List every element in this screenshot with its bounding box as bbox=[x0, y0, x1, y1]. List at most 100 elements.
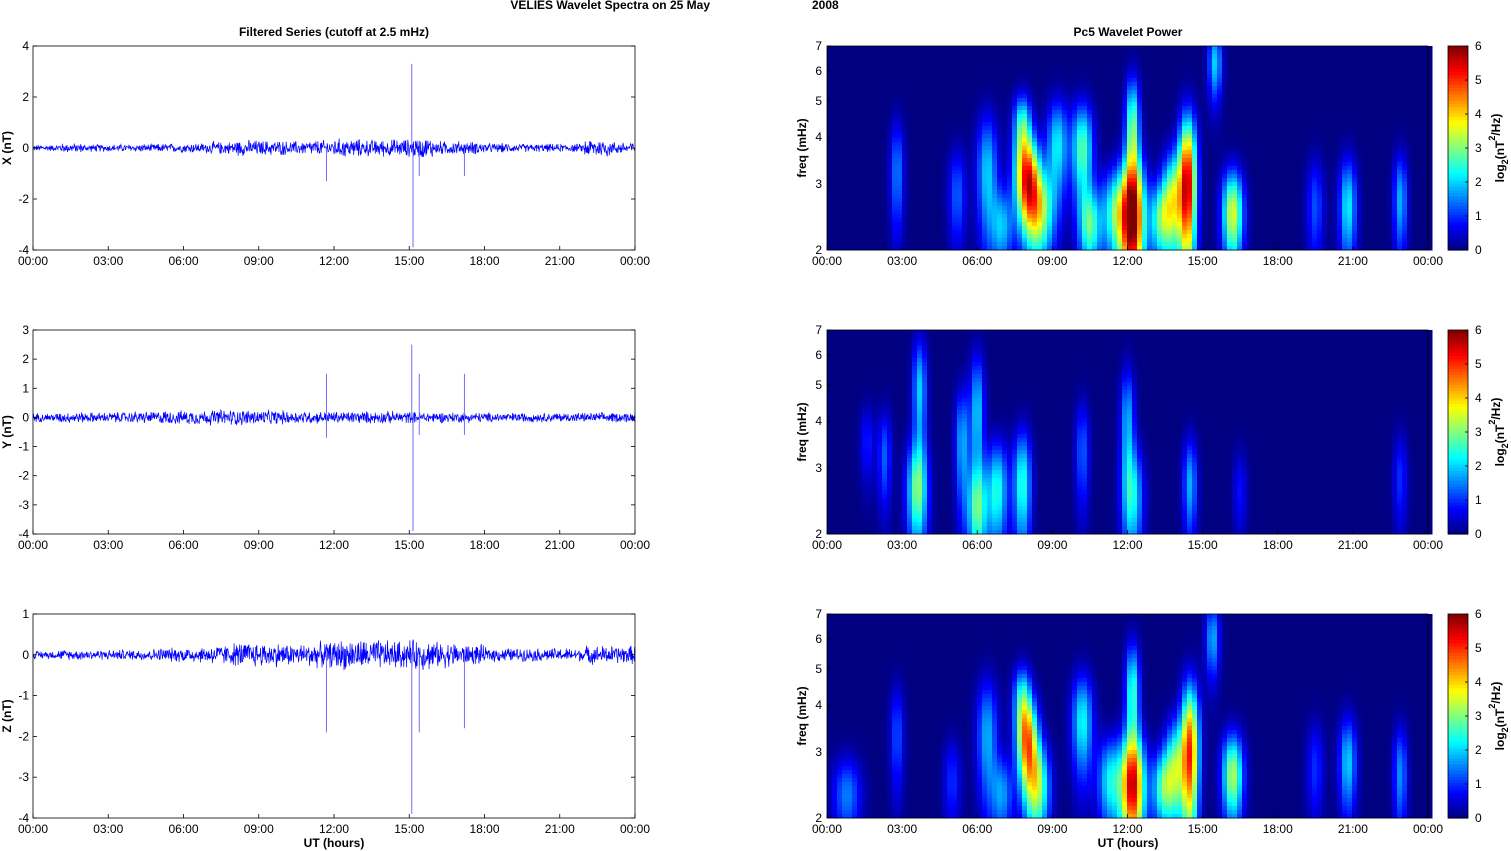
spectrum-xtick-label: 06:00 bbox=[962, 538, 992, 552]
timeseries-xtick-label: 03:00 bbox=[93, 822, 123, 836]
left-column-header: Filtered Series (cutoff at 2.5 mHz) bbox=[239, 25, 429, 39]
colorbar-tick-label: 2 bbox=[1475, 175, 1482, 189]
timeseries-xtick-label: 21:00 bbox=[545, 538, 575, 552]
freq-tick-label: 4 bbox=[815, 130, 822, 144]
ytick-label: 0 bbox=[22, 648, 29, 662]
ytick-label: -3 bbox=[18, 498, 29, 512]
colorbar-tick-label: 3 bbox=[1475, 141, 1482, 155]
timeseries-xtick-label: 18:00 bbox=[469, 822, 499, 836]
spectrum-xtick-label: 12:00 bbox=[1112, 538, 1142, 552]
freq-tick-label: 7 bbox=[815, 39, 822, 53]
freq-tick-label: 6 bbox=[815, 64, 822, 78]
spectrum-xtick-label: 21:00 bbox=[1338, 822, 1368, 836]
colorbar-tick-label: 5 bbox=[1475, 73, 1482, 87]
axes-frame bbox=[32, 329, 636, 535]
spectrum-xtick-label: 06:00 bbox=[962, 822, 992, 836]
timeseries-ylabel: X (nT) bbox=[0, 131, 14, 165]
figure-title-year: 2008 bbox=[812, 0, 839, 12]
colorbar-label: log2(nT2/Hz) bbox=[1487, 114, 1510, 183]
ytick-label: 1 bbox=[22, 607, 29, 621]
colorbar-tick-label: 4 bbox=[1475, 391, 1482, 405]
colorbar-tick-label: 0 bbox=[1475, 243, 1482, 257]
colorbar-y: 0 1 2 3 4 5 6 log2(nT2/Hz) bbox=[1447, 323, 1510, 541]
spectrum-xtick-label: 09:00 bbox=[1037, 254, 1067, 268]
timeseries-xtick-label: 06:00 bbox=[168, 538, 198, 552]
spectrum-xtick-label: 03:00 bbox=[887, 254, 917, 268]
freq-tick-label: 7 bbox=[815, 323, 822, 337]
spectrum-xtick-label: 15:00 bbox=[1188, 538, 1218, 552]
ytick-label: -3 bbox=[18, 770, 29, 784]
spectrum-xtick-label: 15:00 bbox=[1188, 254, 1218, 268]
spectrum-xtick-label: 00:00 bbox=[1413, 254, 1443, 268]
ytick-label: -2 bbox=[18, 729, 29, 743]
ytick-label: -2 bbox=[18, 192, 29, 206]
ytick-label: 1 bbox=[22, 381, 29, 395]
colorbar-tick-label: 5 bbox=[1475, 641, 1482, 655]
timeseries-xtick-label: 00:00 bbox=[620, 822, 650, 836]
freq-tick-label: 6 bbox=[815, 348, 822, 362]
spectrum-xtick-label: 00:00 bbox=[812, 254, 842, 268]
spectrum-panel-z: 2 3 4 5 6 7 00:00 03:00 06:00 09:00 12:00 15:00 18:0… bbox=[795, 607, 1443, 836]
ytick-label: 4 bbox=[22, 39, 29, 53]
freq-tick-label: 3 bbox=[815, 461, 822, 475]
ytick-label: 0 bbox=[22, 141, 29, 155]
ytick-label: 0 bbox=[22, 410, 29, 424]
freq-tick-label: 4 bbox=[815, 698, 822, 712]
freq-tick-label: 2 bbox=[815, 811, 822, 825]
spectrum-panel-y: 2 3 4 5 6 7 00:00 03:00 06:00 09:00 12:00 15:00 18:0… bbox=[795, 323, 1443, 552]
timeseries-xtick-label: 21:00 bbox=[545, 254, 575, 268]
timeseries-xtick-label: 00:00 bbox=[620, 538, 650, 552]
spectrum-xtick-label: 21:00 bbox=[1338, 254, 1368, 268]
figure-title: VELIES Wavelet Spectra on 25 May bbox=[510, 0, 710, 12]
timeseries-xtick-label: 03:00 bbox=[93, 538, 123, 552]
timeseries-xtick-label: 03:00 bbox=[93, 254, 123, 268]
spectrum-xtick-label: 06:00 bbox=[962, 254, 992, 268]
colorbar-tick-label: 2 bbox=[1475, 459, 1482, 473]
colorbar-tick-label: 1 bbox=[1475, 777, 1482, 791]
colorbar-tick-label: 6 bbox=[1475, 323, 1482, 337]
spectrum-xtick-label: 12:00 bbox=[1112, 822, 1142, 836]
series-line bbox=[32, 639, 636, 671]
timeseries-xtick-label: 12:00 bbox=[319, 822, 349, 836]
spectrum-xtick-label: 12:00 bbox=[1112, 254, 1142, 268]
freq-tick-label: 7 bbox=[815, 607, 822, 621]
spectrum-xtick-label: 18:00 bbox=[1263, 822, 1293, 836]
spectrum-xtick-label: 00:00 bbox=[812, 822, 842, 836]
spectrum-heatmap bbox=[827, 614, 1433, 819]
timeseries-panel-y: -4 -3 -2 -1 0 1 2 3 00:00 03:00 06:00 09:00 12:00 15:… bbox=[0, 323, 650, 552]
colorbar-tick-label: 4 bbox=[1475, 675, 1482, 689]
timeseries-xlabel: UT (hours) bbox=[304, 836, 365, 850]
freq-tick-label: 4 bbox=[815, 414, 822, 428]
colorbar-tick-label: 0 bbox=[1475, 527, 1482, 541]
ytick-label: -2 bbox=[18, 469, 29, 483]
colorbar-tick-label: 6 bbox=[1475, 607, 1482, 621]
timeseries-xtick-label: 12:00 bbox=[319, 254, 349, 268]
timeseries-xtick-label: 18:00 bbox=[469, 254, 499, 268]
ytick-label: 2 bbox=[22, 352, 29, 366]
timeseries-xtick-label: 09:00 bbox=[244, 254, 274, 268]
timeseries-xtick-label: 00:00 bbox=[18, 822, 48, 836]
series-line bbox=[32, 138, 636, 157]
series-line bbox=[32, 408, 636, 426]
spectrum-heatmap bbox=[827, 46, 1433, 251]
colorbar-tick-label: 1 bbox=[1475, 493, 1482, 507]
freq-tick-label: 2 bbox=[815, 243, 822, 257]
timeseries-panel-z: -4 -3 -2 -1 0 1 00:00 03:00 06:00 09:00 12:00 15:00… bbox=[0, 607, 650, 836]
colorbar-z: 0 1 2 3 4 5 6 log2(nT2/Hz) bbox=[1447, 607, 1510, 825]
spectrum-xtick-label: 00:00 bbox=[1413, 538, 1443, 552]
freq-tick-label: 2 bbox=[815, 527, 822, 541]
timeseries-xtick-label: 06:00 bbox=[168, 822, 198, 836]
spectrum-panel-x: 2 3 4 5 6 7 00:00 03:00 06:00 09:00 12:00 15:00 18:0… bbox=[795, 39, 1443, 268]
spectrum-xtick-label: 03:00 bbox=[887, 538, 917, 552]
colorbar-tick-label: 0 bbox=[1475, 811, 1482, 825]
colorbar-tick-label: 6 bbox=[1475, 39, 1482, 53]
timeseries-xtick-label: 15:00 bbox=[394, 254, 424, 268]
spectrum-xtick-label: 03:00 bbox=[887, 822, 917, 836]
timeseries-xtick-label: 09:00 bbox=[244, 822, 274, 836]
timeseries-ylabel: Y (nT) bbox=[0, 415, 14, 449]
ytick-label: -1 bbox=[18, 689, 29, 703]
spectrum-xtick-label: 09:00 bbox=[1037, 822, 1067, 836]
spectrum-xtick-label: 00:00 bbox=[812, 538, 842, 552]
axes-frame bbox=[32, 613, 636, 819]
